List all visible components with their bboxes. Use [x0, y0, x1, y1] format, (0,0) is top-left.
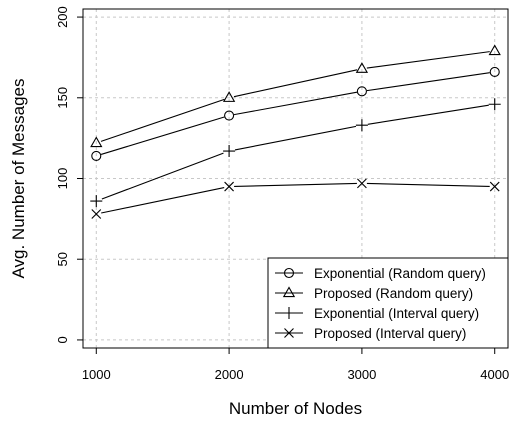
data-point-cross: [224, 181, 234, 192]
y-axis-title: Avg. Number of Messages: [9, 79, 28, 279]
legend-item: Proposed (Interval query): [275, 326, 466, 341]
series-line-segment: [233, 69, 358, 98]
legend-label: Proposed (Random query): [314, 286, 473, 301]
legend-marker-circle: [283, 267, 295, 279]
legend-marker-plus: [283, 307, 295, 319]
y-tick-label: 100: [55, 168, 70, 190]
series-line-segment: [366, 72, 490, 92]
y-axis: 0 50 100 150 200: [55, 6, 83, 344]
data-point-circle: [489, 66, 500, 78]
data-point-triangle: [355, 62, 369, 73]
data-point-plus: [90, 195, 103, 208]
data-point-cross: [357, 178, 367, 189]
x-tick-label: 4000: [480, 367, 509, 382]
legend-marker-triangle: [282, 286, 296, 298]
legend-label: Proposed (Interval query): [314, 326, 466, 341]
series-line-segment: [101, 152, 224, 200]
legend-item: Proposed (Random query): [275, 286, 473, 301]
y-tick-label: 200: [55, 6, 70, 28]
series-triangle: [90, 44, 501, 148]
series-line-segment: [100, 116, 225, 155]
series-line-segment: [366, 182, 490, 187]
series-cross: [91, 178, 500, 219]
legend-item: Exponential (Interval query): [275, 306, 479, 321]
series-plus: [90, 98, 501, 208]
series-line-segment: [101, 187, 225, 214]
series-line-segment: [100, 98, 225, 142]
series-line-segment: [233, 91, 358, 116]
series-line-segment: [367, 104, 489, 125]
y-tick-label: 150: [55, 87, 70, 109]
legend-box: [267, 257, 509, 349]
data-point-cross: [91, 209, 102, 219]
x-axis-title: Number of Nodes: [229, 399, 362, 418]
data-point-plus: [355, 119, 368, 132]
legend: Exponential (Random query) Proposed (Rand…: [267, 257, 509, 349]
series-line-segment: [366, 51, 490, 69]
data-point-circle: [356, 86, 367, 97]
data-point-cross: [489, 181, 500, 192]
legend-marker-cross: [284, 328, 294, 338]
data-point-triangle: [222, 91, 236, 102]
y-tick-label: 0: [55, 336, 70, 343]
y-tick-label: 50: [55, 252, 70, 266]
series-line-segment: [234, 182, 357, 187]
x-tick-label: 3000: [347, 367, 376, 382]
data-point-plus: [488, 98, 501, 111]
data-point-plus: [223, 145, 236, 158]
series-circle: [91, 66, 500, 161]
x-tick-label: 1000: [82, 367, 111, 382]
legend-item: Exponential (Random query): [275, 266, 486, 281]
series-layer: [90, 44, 501, 219]
data-point-circle: [91, 150, 102, 161]
data-point-circle: [224, 110, 235, 121]
legend-label: Exponential (Random query): [314, 266, 486, 281]
x-tick-label: 2000: [215, 367, 244, 382]
legend-label: Exponential (Interval query): [314, 306, 479, 321]
data-point-triangle: [90, 136, 103, 148]
data-point-triangle: [488, 44, 501, 56]
series-line-segment: [234, 125, 357, 151]
x-axis: 1000 2000 3000 4000: [82, 348, 509, 382]
